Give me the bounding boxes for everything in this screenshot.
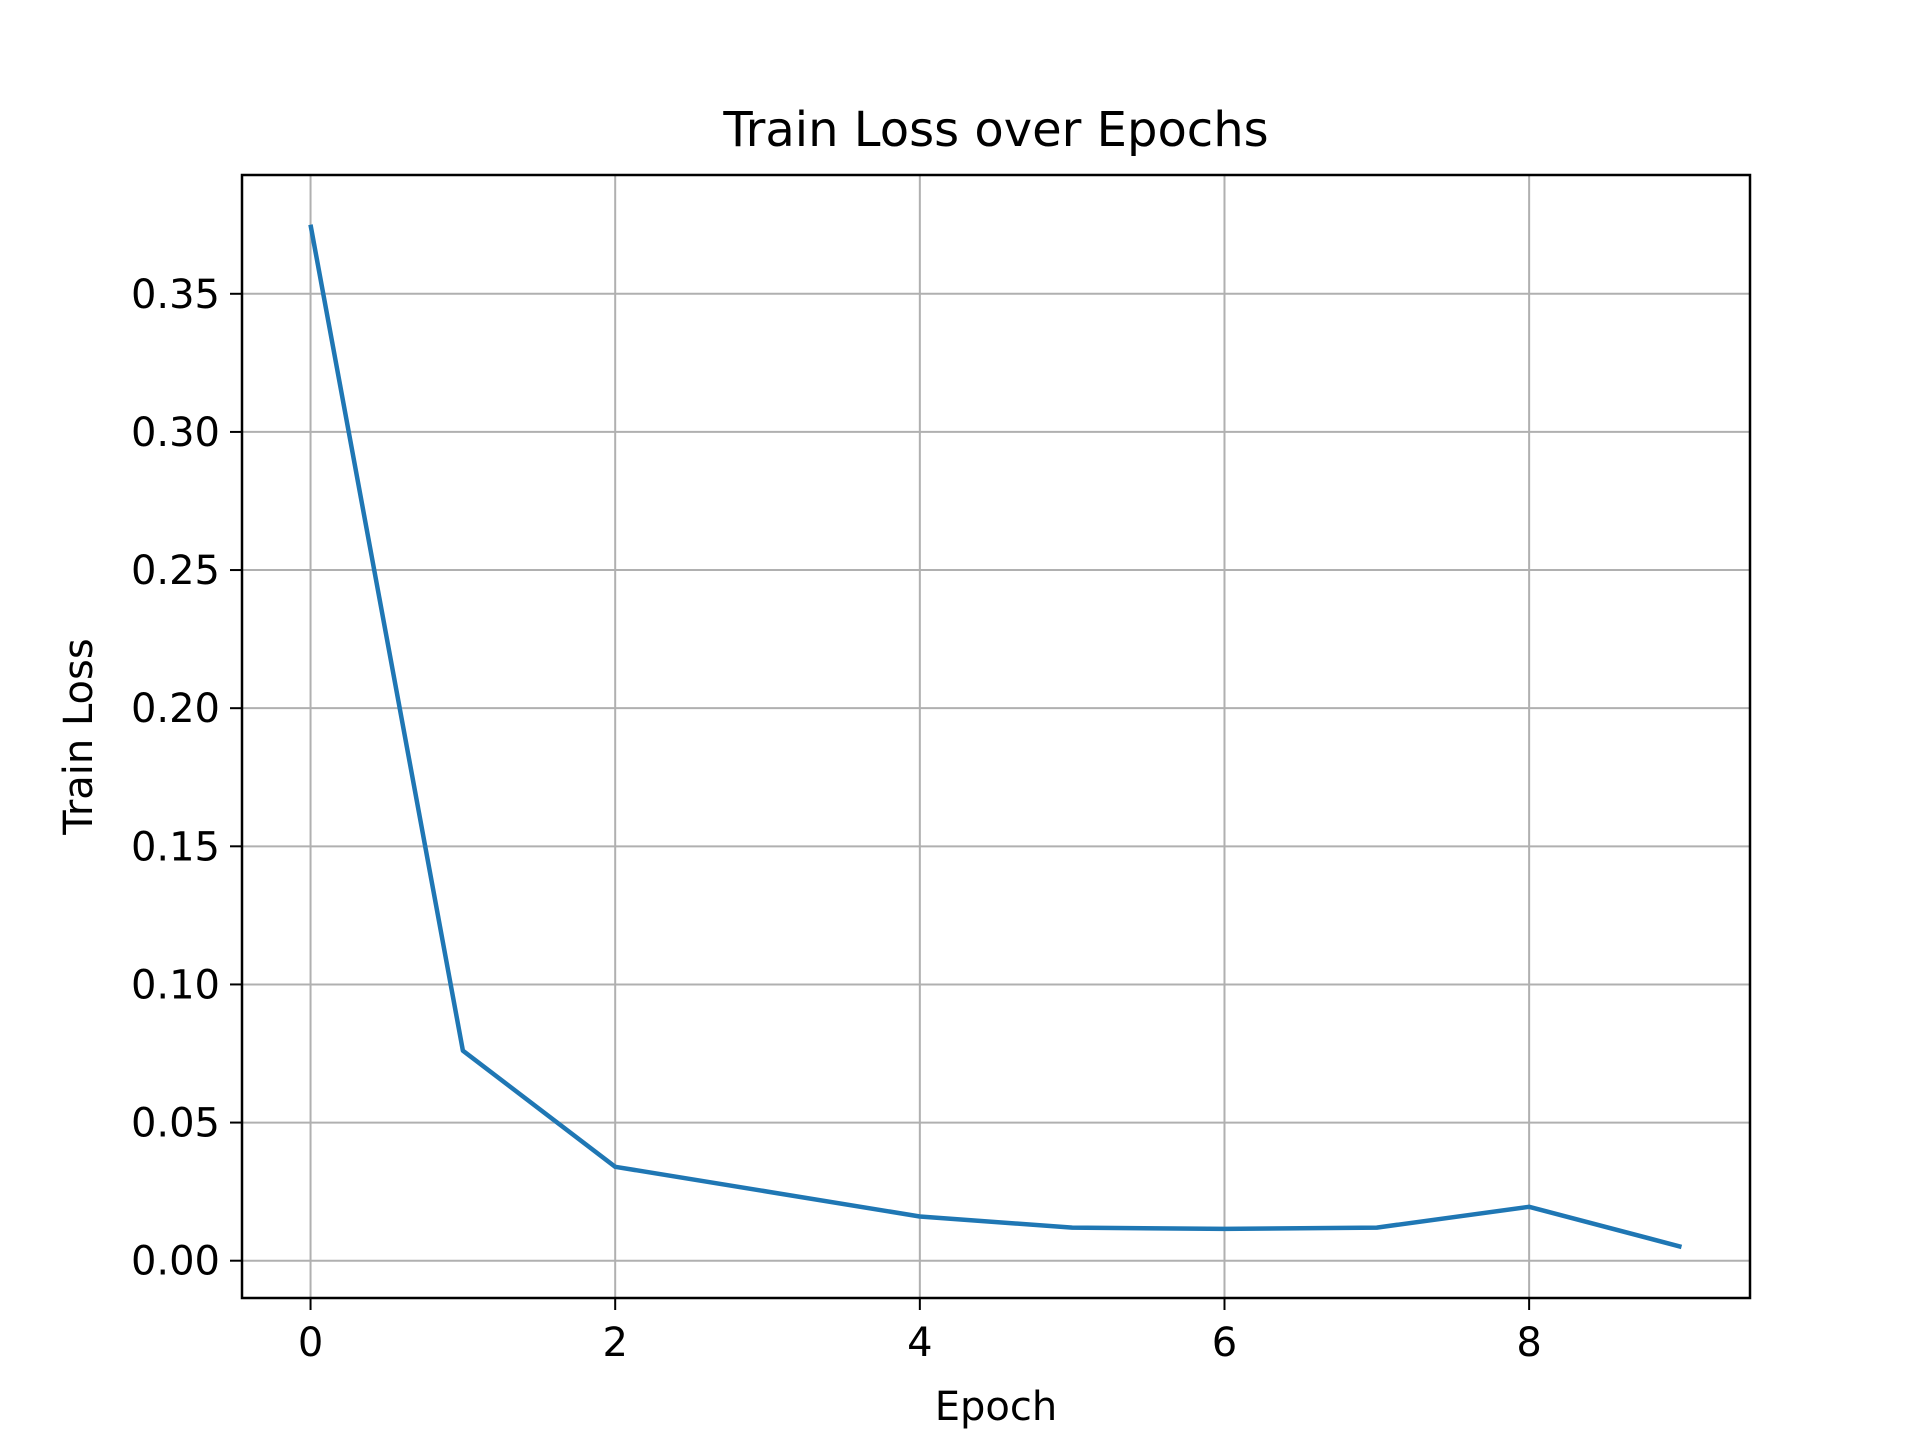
ticks: 0 2 4 6 8 0.00 0.05 0.10 0.15 0.20 0.25 0.30 0.35 bbox=[131, 272, 1542, 1366]
y-tick-label: 0.35 bbox=[131, 272, 220, 318]
series-layer bbox=[308, 224, 1683, 1250]
x-axis-label: Epoch bbox=[935, 1384, 1057, 1430]
y-tick-label: 0.15 bbox=[131, 824, 220, 870]
plot-frame bbox=[240, 173, 1752, 1300]
y-tick-label: 0.20 bbox=[131, 686, 220, 732]
y-tick-label: 0.10 bbox=[131, 962, 220, 1008]
y-tick-label: 0.05 bbox=[131, 1101, 220, 1147]
x-tick-label: 2 bbox=[602, 1320, 627, 1366]
loss-line bbox=[308, 224, 1683, 1250]
chart-title: Train Loss over Epochs bbox=[722, 102, 1268, 158]
x-tick-label: 6 bbox=[1212, 1320, 1237, 1366]
y-tick-label: 0.00 bbox=[131, 1239, 220, 1285]
x-tick-label: 4 bbox=[907, 1320, 932, 1366]
y-axis-label: Train Loss bbox=[56, 638, 102, 835]
grid-lines bbox=[242, 175, 1750, 1298]
y-tick-label: 0.30 bbox=[131, 410, 220, 456]
x-tick-label: 0 bbox=[298, 1320, 323, 1366]
x-tick-label: 8 bbox=[1516, 1320, 1541, 1366]
y-tick-label: 0.25 bbox=[131, 548, 220, 594]
